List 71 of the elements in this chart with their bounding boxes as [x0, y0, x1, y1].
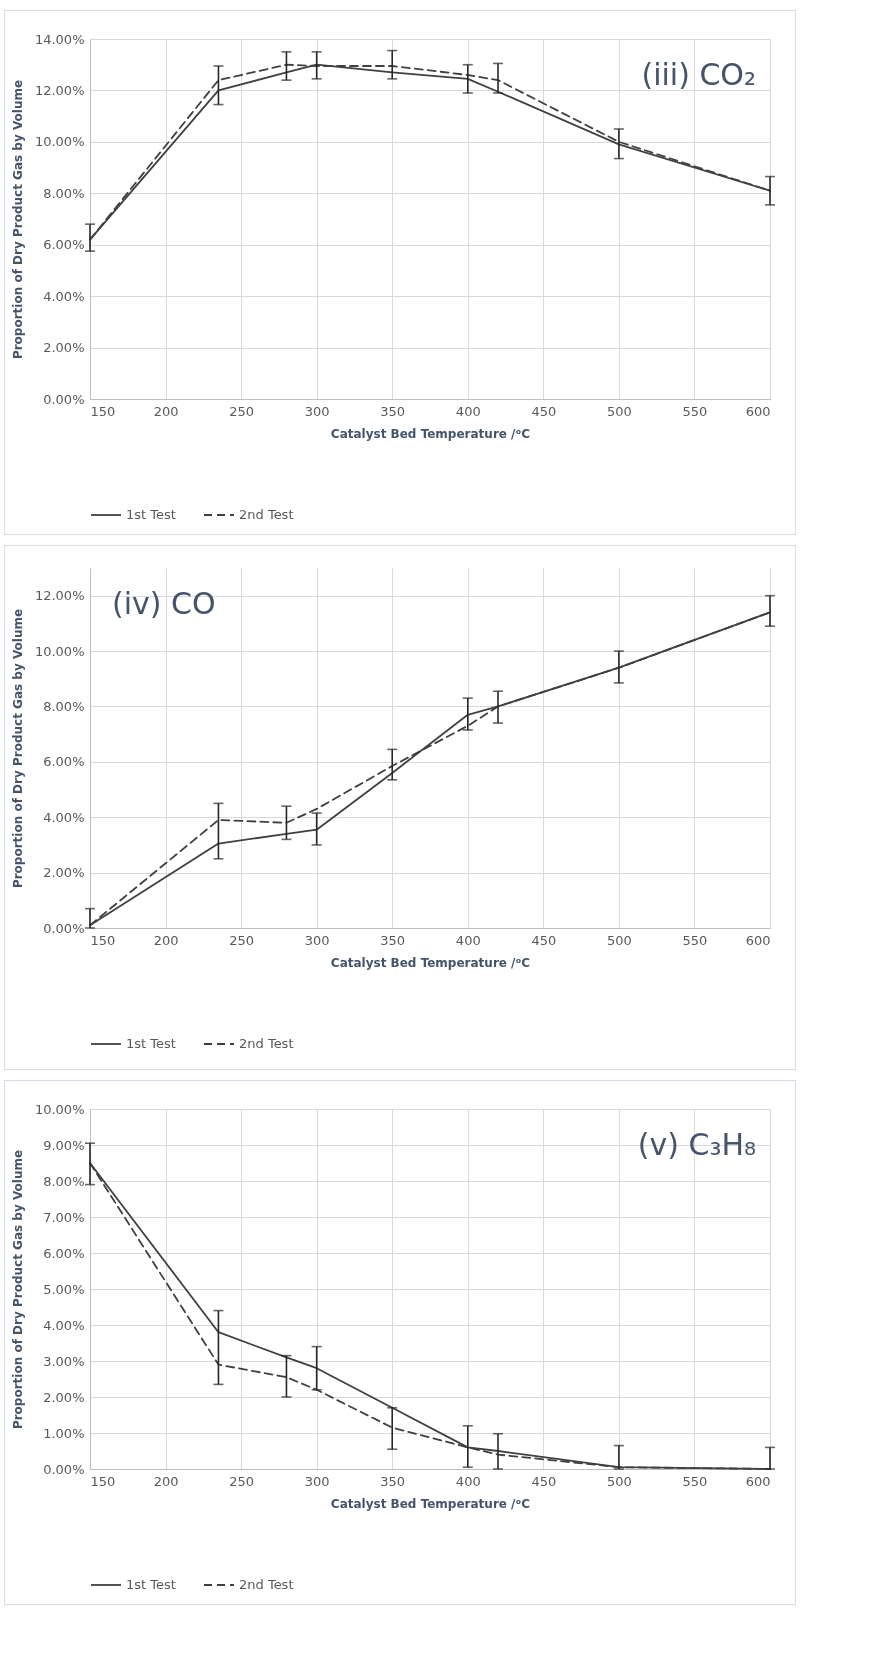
x-tick-label: 300: [304, 403, 330, 419]
x-tick-label: 250: [229, 1473, 255, 1489]
x-tick-label: 300: [304, 932, 330, 948]
y-tick-label: 3.00%: [43, 1353, 85, 1369]
legend-label: 2nd Test: [239, 1036, 294, 1051]
legend-label: 2nd Test: [239, 1577, 294, 1592]
x-tick-label: 450: [531, 1473, 557, 1489]
legend-label: 2nd Test: [239, 507, 294, 522]
x-tick-label: 400: [455, 932, 481, 948]
x-tick-label: 150: [90, 1473, 116, 1489]
annotation: (v) C₃H₈: [637, 1127, 756, 1162]
x-tick-label: 600: [745, 1473, 771, 1489]
x-tick-label: 450: [531, 403, 557, 419]
x-axis-title: Catalyst Bed Temperature /ᵒC: [330, 955, 531, 970]
y-tick-label: 4.00%: [43, 809, 85, 825]
annotation: (iv) CO: [112, 586, 216, 621]
legend-label: 1st Test: [126, 507, 176, 522]
x-tick-label: 550: [682, 932, 708, 948]
x-tick-label: 200: [153, 932, 179, 948]
y-tick-label: 10.00%: [34, 643, 85, 659]
x-tick-label: 300: [304, 1473, 330, 1489]
y-tick-label: 6.00%: [43, 237, 85, 253]
y-tick-label: 0.00%: [43, 1461, 85, 1477]
annotation: (iii) CO₂: [641, 57, 756, 92]
legend-label: 1st Test: [126, 1577, 176, 1592]
x-tick-label: 200: [153, 1473, 179, 1489]
y-tick-label: 8.00%: [43, 185, 85, 201]
x-tick-label: 600: [745, 403, 771, 419]
x-axis-title: Catalyst Bed Temperature /ᵒC: [330, 1496, 531, 1511]
legend-label: 1st Test: [126, 1036, 176, 1051]
x-tick-label: 200: [153, 403, 179, 419]
y-tick-label: 2.00%: [43, 340, 85, 356]
y-axis-title: Proportion of Dry Product Gas by Volume: [10, 608, 25, 889]
y-tick-label: 0.00%: [43, 920, 85, 936]
y-tick-label: 5.00%: [43, 1281, 85, 1297]
x-tick-label: 450: [531, 932, 557, 948]
y-tick-label: 8.00%: [43, 1173, 85, 1189]
x-tick-label: 500: [606, 1473, 632, 1489]
x-tick-label: 550: [682, 1473, 708, 1489]
y-tick-label: 10.00%: [34, 134, 85, 150]
y-tick-label: 12.00%: [34, 588, 85, 604]
x-tick-label: 150: [90, 403, 116, 419]
x-tick-label: 250: [229, 932, 255, 948]
x-tick-label: 250: [229, 403, 255, 419]
y-tick-label: 12.00%: [34, 82, 85, 98]
x-tick-label: 350: [380, 1473, 406, 1489]
x-tick-label: 400: [455, 1473, 481, 1489]
y-tick-label: 2.00%: [43, 865, 85, 881]
y-tick-label: 2.00%: [43, 1389, 85, 1405]
x-axis-title: Catalyst Bed Temperature /ᵒC: [330, 426, 531, 441]
x-tick-label: 600: [745, 932, 771, 948]
y-tick-label: 0.00%: [43, 391, 85, 407]
y-tick-label: 4.00%: [43, 288, 85, 304]
y-tick-label: 8.00%: [43, 698, 85, 714]
y-axis-title: Proportion of Dry Product Gas by Volume: [10, 1149, 25, 1430]
x-tick-label: 150: [90, 932, 116, 948]
x-tick-label: 350: [380, 403, 406, 419]
y-tick-label: 7.00%: [43, 1209, 85, 1225]
x-tick-label: 350: [380, 932, 406, 948]
x-tick-label: 500: [606, 403, 632, 419]
x-tick-label: 500: [606, 932, 632, 948]
y-axis-title: Proportion of Dry Product Gas by Volume: [10, 79, 25, 360]
y-tick-label: 1.00%: [43, 1425, 85, 1441]
y-tick-label: 10.00%: [34, 1101, 85, 1117]
y-tick-label: 6.00%: [43, 754, 85, 770]
y-tick-label: 4.00%: [43, 1317, 85, 1333]
y-tick-label: 9.00%: [43, 1137, 85, 1153]
y-tick-label: 14.00%: [34, 31, 85, 47]
x-tick-label: 550: [682, 403, 708, 419]
y-tick-label: 6.00%: [43, 1245, 85, 1261]
x-tick-label: 400: [455, 403, 481, 419]
